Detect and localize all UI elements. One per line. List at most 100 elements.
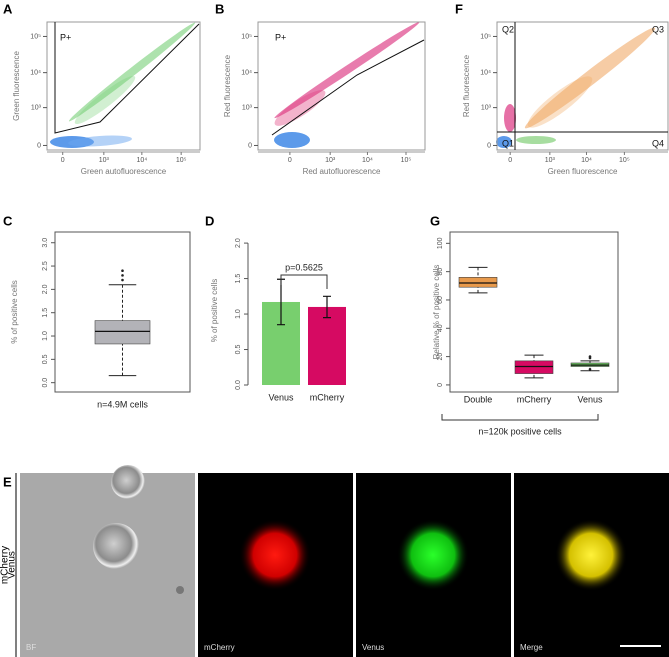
x-tick-label: 10³	[99, 157, 110, 164]
y-tick-label: 10⁵	[241, 33, 252, 40]
x-tick-label: 10⁵	[176, 157, 187, 164]
y-axis-label: % of positive cells	[210, 279, 219, 343]
plot-frame	[46, 21, 201, 151]
panel-label: E	[3, 474, 12, 489]
cell	[397, 519, 469, 591]
plot-frame	[257, 21, 426, 151]
bracket	[441, 414, 599, 421]
panel-label: F	[455, 1, 463, 16]
y-tick-label: 0.5	[235, 345, 242, 355]
event-cloud	[68, 22, 196, 122]
box	[94, 320, 151, 345]
y-tick-label: 0	[487, 142, 491, 149]
y-tick-label: 100	[437, 237, 444, 249]
x-tick-label: 0	[288, 157, 292, 164]
y-tick-label: 2.0	[235, 238, 242, 248]
y-tick-label: 10⁵	[30, 33, 41, 40]
x-tick-label: Double	[464, 394, 493, 404]
x-tick-label: 10⁵	[401, 157, 412, 164]
outlier	[121, 269, 124, 273]
box	[458, 277, 498, 288]
y-axis-label: % of positive cells	[10, 280, 19, 344]
outlier	[121, 274, 124, 277]
quadrant-label: Q4	[652, 138, 664, 148]
x-tick-label: mCherry	[310, 392, 345, 402]
gate-label: P+	[60, 32, 71, 42]
plot-frame	[449, 231, 619, 393]
gate-label: P+	[275, 32, 286, 42]
gate	[271, 39, 425, 136]
charts: 0 10³ 10⁴ 10⁵ 0 10³ 10⁴ 10⁵ Green autofluorescen…	[3, 1, 669, 436]
x-tick-label: Venus	[268, 392, 294, 402]
y-tick-label: 2.0	[42, 284, 49, 294]
event-cloud	[274, 90, 326, 126]
y-tick-label: 1.5	[42, 308, 49, 318]
y-tick-label: 10³	[31, 104, 42, 111]
y-tick-label: 0.0	[235, 380, 242, 390]
y-axis-label: Red fluorescence	[462, 54, 471, 117]
event-cloud	[68, 135, 132, 147]
y-tick-label: 1.0	[235, 309, 242, 319]
event-cloud	[74, 75, 136, 125]
quadrant-label: Q3	[652, 24, 664, 34]
x-tick-label: 0	[61, 157, 65, 164]
panel-label: B	[215, 1, 224, 16]
image-panel: E mCherry Venus BF mCherry Venus Merge	[0, 465, 669, 657]
y-tick-label: 0	[437, 383, 444, 387]
x-axis-label: Green fluorescence	[548, 167, 618, 176]
y-tick-label: 10⁴	[241, 69, 252, 76]
plot-frame	[54, 231, 191, 393]
significance-bracket	[280, 274, 328, 289]
panel-label: D	[205, 213, 214, 228]
x-tick-label: 0	[508, 157, 512, 164]
event-cloud	[274, 132, 310, 148]
outlier	[588, 355, 592, 358]
y-tick-label: 10³	[481, 104, 492, 111]
y-tick-label: 10⁴	[480, 69, 491, 76]
gate	[497, 22, 668, 150]
y-tick-label: 10⁴	[30, 69, 41, 76]
x-axis-label: n=120k positive cells	[478, 426, 562, 436]
quadrant-label: Q1	[502, 138, 514, 148]
y-tick-label: 0.5	[42, 354, 49, 364]
error-bar	[323, 295, 331, 319]
plot-frame	[496, 21, 669, 151]
y-tick-label: 1.0	[42, 331, 49, 341]
event-cloud	[274, 21, 420, 119]
cell	[555, 519, 627, 591]
quadrant-label: Q2	[502, 24, 514, 34]
box	[514, 360, 554, 374]
x-tick-label: 10⁵	[619, 157, 630, 164]
outlier	[121, 278, 124, 282]
y-tick-label: 80	[437, 268, 444, 276]
cell	[93, 523, 139, 569]
y-tick-label: 60	[437, 296, 444, 304]
panel-label: C	[3, 213, 13, 228]
y-tick-label: 40	[437, 324, 444, 332]
panel-label: G	[430, 213, 440, 228]
y-tick-label: 0.0	[42, 378, 49, 388]
outlier	[588, 368, 592, 371]
y-tick-label: 1.5	[235, 274, 242, 284]
y-tick-label: 3.0	[42, 238, 49, 248]
event-cloud	[524, 27, 656, 129]
panel-label: A	[3, 1, 13, 16]
side-label: Venus	[7, 551, 18, 579]
debris	[176, 586, 184, 594]
y-axis-label: Green fluorescence	[12, 51, 21, 121]
x-tick-label: 10⁴	[136, 157, 147, 164]
x-axis-label: n=4.9M cells	[97, 399, 148, 409]
y-tick-label: 10³	[242, 104, 253, 111]
side-label: mCherry	[0, 546, 11, 584]
event-cloud	[504, 104, 516, 132]
gate	[54, 22, 200, 134]
x-tick-label: mCherry	[517, 394, 552, 404]
y-tick-label: 2.5	[42, 261, 49, 271]
event-cloud	[496, 136, 512, 148]
x-tick-label: 10⁴	[581, 157, 592, 164]
y-tick-label: 0	[37, 142, 41, 149]
x-tick-label: 10⁴	[362, 157, 373, 164]
x-tick-label: Venus	[577, 394, 603, 404]
y-axis-label: Relative % of positive cells	[432, 265, 441, 360]
